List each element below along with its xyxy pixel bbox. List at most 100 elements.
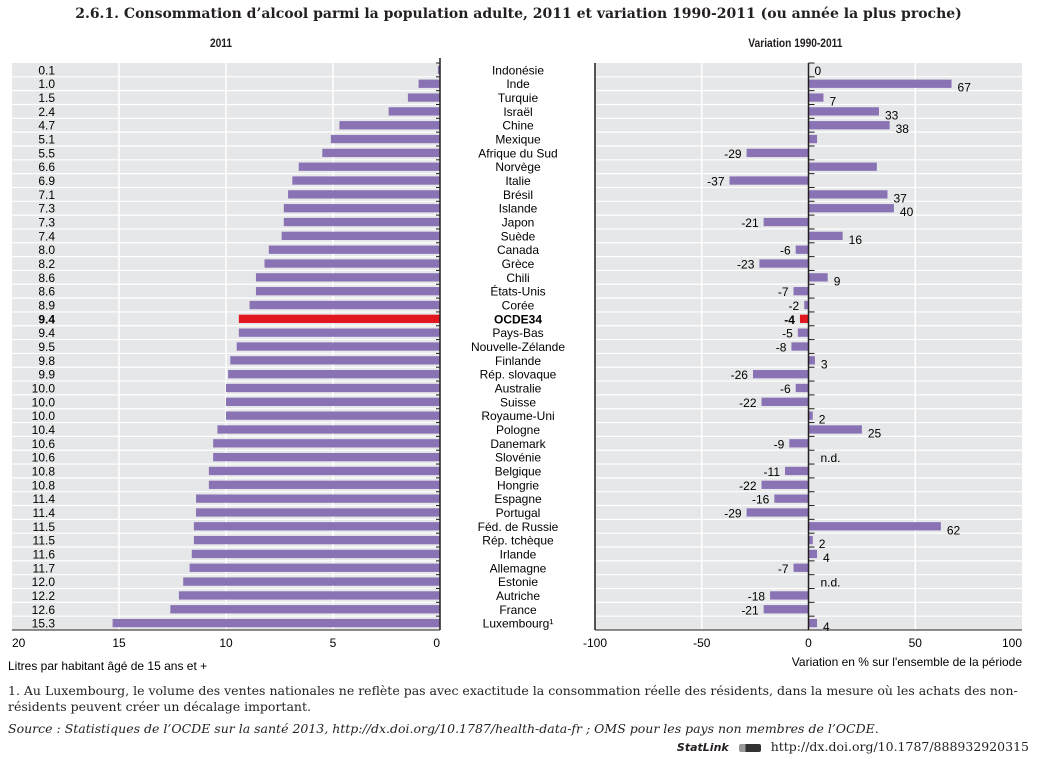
bar-2011: [298, 162, 440, 171]
bar-2011: [228, 370, 440, 379]
value-label-2011: 12.0: [32, 575, 56, 589]
category-label: Suède: [501, 229, 536, 243]
value-label-variation: -29: [724, 506, 742, 520]
value-label-variation: -6: [780, 382, 791, 396]
bar-2011: [112, 618, 440, 628]
category-label: Islande: [499, 202, 538, 216]
bar-variation: [770, 591, 809, 600]
category-label: Grèce: [502, 257, 535, 271]
category-label: Turquie: [498, 91, 539, 105]
category-label: Belgique: [495, 464, 542, 478]
value-label-2011: 12.6: [32, 603, 56, 617]
bar-2011: [249, 300, 440, 310]
bar-variation: [808, 204, 894, 213]
value-label-variation: 3: [821, 357, 828, 371]
right-x-tick-label: -50: [693, 636, 711, 650]
category-label: Suisse: [500, 395, 536, 409]
value-label-variation: -18: [748, 589, 766, 603]
bar-variation: [789, 439, 809, 448]
category-label: Chili: [506, 271, 529, 285]
category-label: Canada: [497, 243, 539, 257]
value-label-variation: 40: [900, 205, 914, 219]
category-label: Slovénie: [495, 451, 541, 465]
value-label-2011: 8.6: [38, 271, 55, 285]
bar-variation: [808, 549, 818, 559]
value-label-variation: -21: [741, 216, 759, 230]
bar-2011: [226, 383, 440, 393]
value-label-variation: 4: [823, 551, 830, 565]
bar-2011: [170, 605, 441, 614]
value-label-2011: 7.1: [38, 188, 55, 202]
bar-variation: [793, 563, 809, 572]
bar-2011: [283, 217, 440, 227]
statlink-label: StatLink: [676, 741, 729, 754]
bar-2011: [208, 480, 440, 489]
bar-variation: [808, 273, 828, 282]
value-label-variation: -16: [752, 493, 770, 507]
bar-2011: [322, 148, 440, 158]
category-label: Brésil: [503, 188, 533, 202]
bar-2011: [226, 397, 440, 406]
left-panel-subtitle: 2011: [209, 36, 233, 50]
value-label-2011: 11.5: [33, 534, 56, 548]
bar-variation: [793, 287, 809, 296]
value-label-2011: 2.4: [38, 105, 55, 119]
right-x-tick-label: -100: [583, 636, 607, 650]
value-label-2011: 12.2: [32, 589, 56, 603]
value-label-2011: 8.0: [38, 243, 55, 257]
bar-variation: [763, 605, 809, 614]
category-label: Norvège: [495, 160, 541, 174]
value-label-variation: 33: [885, 108, 899, 122]
bar-variation: [763, 217, 809, 227]
bar-variation: [808, 618, 818, 628]
value-label-variation: -2: [789, 299, 800, 313]
bar-2011: [288, 190, 440, 199]
value-label-2011: 11.6: [33, 547, 56, 561]
bar-variation: [791, 342, 809, 351]
bar-variation: [808, 134, 818, 144]
bar-2011: [196, 494, 440, 503]
bar-variation: [808, 162, 877, 171]
bar-2011: [191, 549, 440, 559]
value-label-variation: -7: [778, 562, 789, 576]
category-label: Royaume-Uni: [481, 409, 554, 423]
value-label-2011: 9.4: [38, 326, 55, 340]
value-label-variation: 9: [834, 274, 841, 288]
value-label-variation: -7: [778, 285, 789, 299]
bar-variation: [808, 356, 815, 365]
bar-variation: [808, 535, 813, 545]
value-label-variation: n.d.: [821, 451, 841, 465]
value-label-variation: -9: [774, 437, 785, 451]
bar-variation: [761, 397, 809, 406]
right-panel-subtitle: Variation 1990-2011: [748, 36, 843, 50]
left-x-tick-label: 0: [433, 636, 440, 650]
bar-2011: [283, 204, 440, 213]
category-label: Inde: [506, 77, 530, 91]
value-label-variation: 0: [815, 64, 822, 78]
bar-2011: [407, 93, 440, 102]
bar-2011: [217, 425, 440, 434]
value-label-2011: 11.7: [33, 561, 56, 575]
statlink-url[interactable]: http://dx.doi.org/10.1787/888932920315: [770, 739, 1029, 754]
bar-variation: [761, 480, 809, 489]
bar-variation: [808, 121, 890, 130]
category-label: Espagne: [494, 492, 542, 506]
bar-2011: [292, 176, 440, 185]
value-label-2011: 4.7: [38, 119, 55, 133]
value-label-2011: 10.6: [32, 437, 56, 451]
value-label-variation: 7: [829, 95, 836, 109]
bar-2011: [193, 535, 440, 545]
value-label-2011: 10.0: [32, 381, 56, 395]
value-label-2011: 9.5: [38, 340, 55, 354]
category-label: Australie: [495, 381, 542, 395]
bar-2011: [255, 273, 440, 282]
bar-2011: [226, 411, 440, 420]
category-label: Nouvelle-Zélande: [471, 340, 565, 354]
value-label-2011: 7.4: [38, 229, 55, 243]
value-label-variation: -4: [784, 313, 795, 327]
category-label: Portugal: [496, 506, 541, 520]
value-label-2011: 8.9: [38, 299, 55, 313]
bar-variation: [808, 425, 862, 434]
category-label: Irlande: [500, 547, 537, 561]
bar-2011: [213, 452, 440, 462]
